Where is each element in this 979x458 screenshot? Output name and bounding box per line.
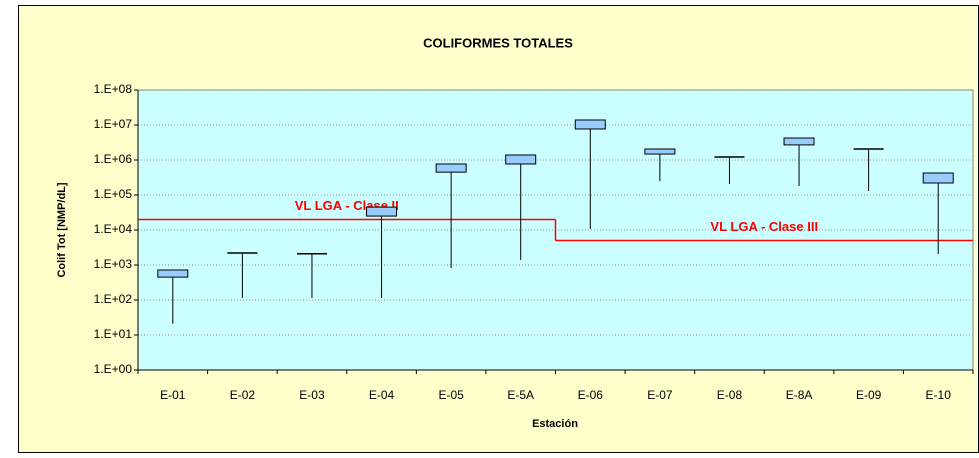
x-tick-label: E-07 — [647, 388, 673, 402]
box — [783, 137, 815, 146]
x-tick-label: E-09 — [856, 388, 882, 402]
x-tick-label: E-10 — [926, 388, 952, 402]
chart-title: COLIFORMES TOTALES — [423, 35, 573, 50]
limit-label: VL LGA - Clase III — [710, 219, 818, 234]
x-tick-label: E-06 — [578, 388, 604, 402]
box — [574, 119, 606, 130]
box — [922, 172, 954, 184]
x-tick-label: E-03 — [299, 388, 325, 402]
x-tick-label: E-02 — [230, 388, 256, 402]
x-tick-label: E-04 — [369, 388, 395, 402]
y-tick-label: 1.E+05 — [94, 187, 133, 201]
y-tick-label: 1.E+08 — [94, 82, 133, 96]
box — [505, 154, 537, 165]
x-axis-label: Estación — [532, 418, 578, 430]
x-tick-label: E-08 — [717, 388, 743, 402]
box — [157, 269, 189, 278]
y-tick-label: 1.E+01 — [94, 327, 133, 341]
y-tick-label: 1.E+04 — [94, 222, 133, 236]
x-tick-label: E-8A — [786, 388, 813, 402]
y-tick-label: 1.E+02 — [94, 292, 133, 306]
box — [644, 148, 676, 155]
x-tick-label: E-05 — [438, 388, 464, 402]
y-tick-label: 1.E+03 — [94, 257, 133, 271]
y-tick-label: 1.E+07 — [94, 117, 133, 131]
x-tick-label: E-5A — [507, 388, 534, 402]
y-tick-label: 1.E+00 — [94, 362, 133, 376]
box — [435, 163, 467, 173]
box — [366, 206, 398, 217]
y-tick-label: 1.E+06 — [94, 152, 133, 166]
x-tick-label: E-01 — [160, 388, 186, 402]
y-axis-label: Colif Tot [NMP/dL] — [56, 182, 68, 277]
